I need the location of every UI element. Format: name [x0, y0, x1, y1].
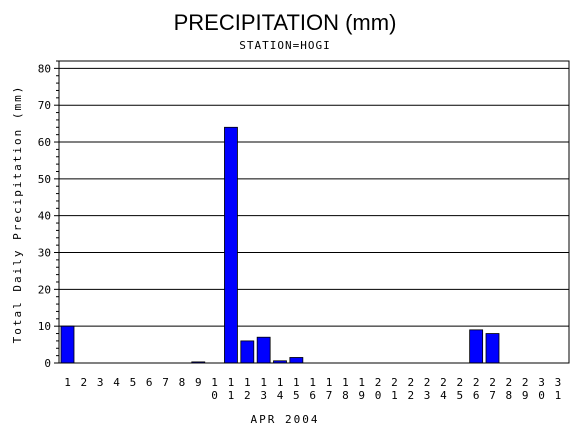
bar-day-27 [485, 333, 500, 364]
bar-day-1 [60, 325, 75, 364]
x-tick-label: 8 [179, 376, 186, 389]
x-tick-label: 5 [130, 376, 137, 389]
y-tick-label: 40 [38, 210, 51, 223]
bar-day-11 [224, 126, 238, 364]
y-axis-ticks: 0 10 20 30 40 50 60 70 80 [38, 60, 59, 370]
y-axis-label: Total Daily Precipitation (mm) [11, 85, 24, 344]
x-tick-label: 1 [64, 376, 71, 389]
y-tick-label: 20 [38, 283, 51, 296]
y-tick-label: 60 [38, 136, 51, 149]
chart-subtitle: STATION=HOGI [239, 39, 330, 52]
y-tick-label: 10 [38, 320, 51, 333]
x-tick-label: 4 [113, 376, 120, 389]
bar-day-13 [256, 336, 271, 364]
grid-lines [59, 67, 569, 327]
x-tick-label: 9 [195, 376, 202, 389]
x-tick-label: 2 [81, 376, 88, 389]
y-tick-label: 80 [38, 62, 51, 75]
bars [60, 126, 500, 364]
chart-title: PRECIPITATION (mm) [174, 10, 397, 35]
x-tick-label: 6 [146, 376, 153, 389]
bar-day-12 [240, 340, 255, 364]
bar-day-26 [469, 329, 484, 364]
y-tick-label: 50 [38, 173, 51, 186]
x-axis-ticks: 1 2 3 4 5 6 7 8 9 1 01 11 21 31 41 51 61 71 81 92 02 12 22 32 42… [64, 376, 561, 402]
bar-day-15 [289, 357, 304, 364]
x-tick-label: 3 [97, 376, 104, 389]
y-tick-label: 70 [38, 99, 51, 112]
plot-frame [58, 60, 570, 364]
y-tick-label: 0 [44, 357, 51, 370]
x-axis-label: APR 2004 [251, 413, 320, 426]
y-tick-label: 30 [38, 247, 51, 260]
x-tick-label: 7 [162, 376, 169, 389]
